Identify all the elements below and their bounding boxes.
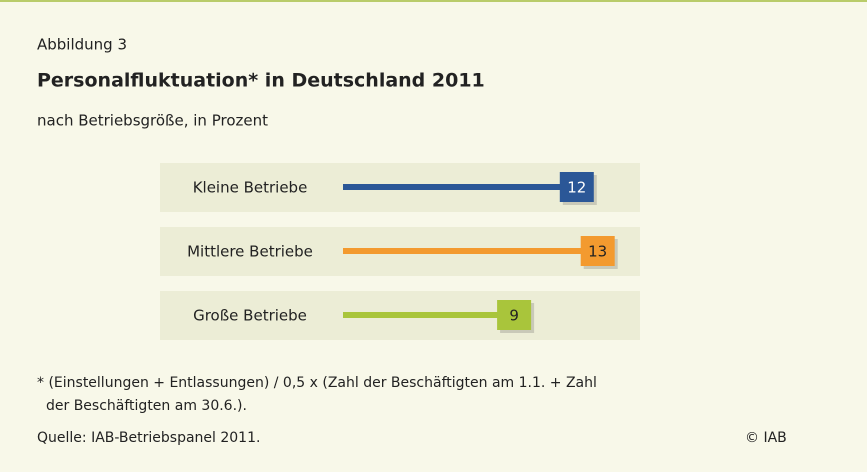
data-label: 12 (567, 179, 586, 197)
source: Quelle: IAB-Betriebspanel 2011. (37, 430, 260, 446)
category-label: Große Betriebe (193, 307, 307, 325)
value-box (497, 300, 532, 330)
category-label: Kleine Betriebe (193, 179, 308, 197)
value-box (580, 236, 615, 266)
chart-title: Personalfluktuation* in Deutschland 2011 (37, 70, 485, 92)
footnote: * (Einstellungen + Entlassungen) / 0,5 x… (37, 375, 597, 391)
footnote: der Beschäftigten am 30.6.). (46, 398, 247, 414)
data-label: 13 (588, 243, 607, 261)
bar (343, 248, 583, 254)
bar (343, 312, 500, 318)
data-label: 9 (509, 307, 519, 325)
value-box (559, 172, 594, 202)
copyright: © IAB (745, 430, 787, 446)
bar (343, 184, 562, 190)
chart-subtitle: nach Betriebsgröße, in Prozent (37, 112, 268, 130)
figure-label: Abbildung 3 (37, 36, 127, 54)
category-label: Mittlere Betriebe (187, 243, 313, 261)
